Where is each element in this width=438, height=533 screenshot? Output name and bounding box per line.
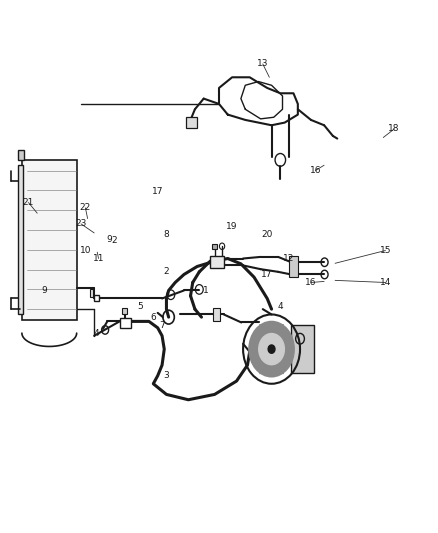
- Bar: [22, 160, 77, 320]
- Text: 9: 9: [106, 236, 113, 244]
- Bar: [289, 256, 298, 277]
- Text: 23: 23: [75, 220, 87, 228]
- Bar: [291, 325, 314, 373]
- Text: 9: 9: [41, 286, 47, 295]
- Text: 21: 21: [23, 198, 34, 207]
- Bar: [186, 117, 197, 128]
- Circle shape: [248, 321, 295, 377]
- Bar: [94, 295, 99, 301]
- Text: 7: 7: [159, 321, 165, 329]
- Bar: [213, 308, 220, 321]
- Text: 17: 17: [261, 270, 273, 279]
- Circle shape: [259, 334, 284, 365]
- Bar: [120, 318, 131, 328]
- Text: 15: 15: [380, 246, 391, 255]
- Text: 4: 4: [278, 302, 283, 311]
- Bar: [210, 256, 224, 268]
- Text: 11: 11: [93, 254, 104, 263]
- Text: 2: 2: [111, 237, 117, 245]
- Text: 14: 14: [380, 278, 391, 287]
- Text: 1: 1: [203, 286, 209, 295]
- Text: 2: 2: [164, 268, 169, 276]
- Text: 19: 19: [226, 222, 238, 231]
- Bar: [122, 308, 127, 314]
- Text: 20: 20: [261, 230, 273, 239]
- Bar: [18, 150, 24, 160]
- Text: 10: 10: [80, 246, 91, 255]
- Text: 16: 16: [310, 166, 321, 175]
- Text: 8: 8: [163, 230, 170, 239]
- Bar: [90, 289, 93, 297]
- Bar: [18, 165, 23, 314]
- Text: 5: 5: [137, 302, 143, 311]
- Text: 3: 3: [163, 372, 170, 380]
- Text: 6: 6: [150, 313, 156, 321]
- Text: 16: 16: [305, 278, 317, 287]
- Circle shape: [268, 345, 275, 353]
- Text: 18: 18: [389, 125, 400, 133]
- Bar: [212, 244, 217, 249]
- Text: 22: 22: [80, 204, 91, 212]
- Text: 17: 17: [152, 188, 163, 196]
- Text: 4: 4: [94, 329, 99, 337]
- Text: 12: 12: [283, 254, 295, 263]
- Text: 13: 13: [257, 60, 268, 68]
